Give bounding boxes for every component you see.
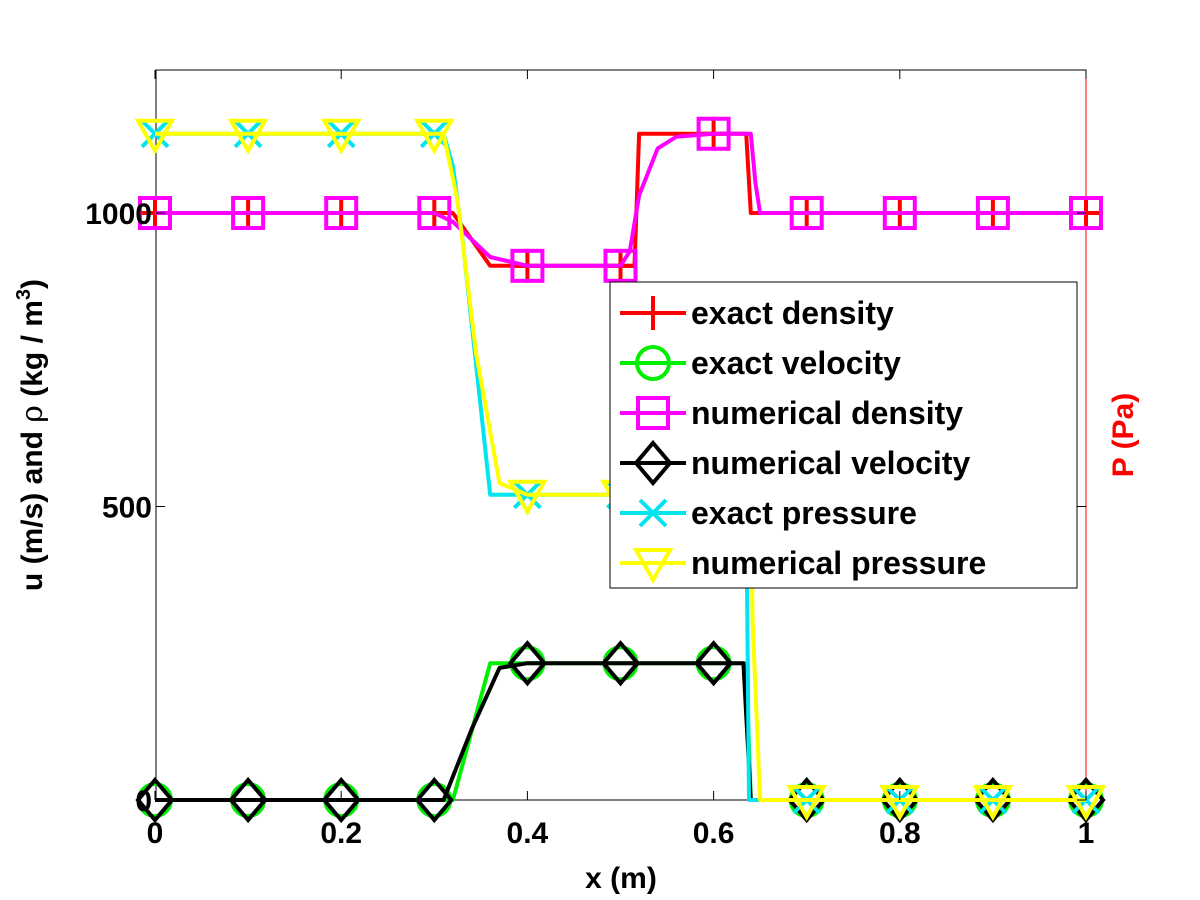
ticks-layer: 0 0.2 0.4 0.6 0.8 1 0 500 1000 [85,70,1094,850]
data-point-numerical-velocity [321,776,361,824]
y-tick-label: 0 [135,785,152,818]
legend-marker-numerical-pressure [632,548,674,585]
x-tick-label: 0.6 [693,817,735,850]
legend-marker-numerical-velocity [633,439,673,487]
data-point-numerical-density [231,196,266,230]
series-layer [134,116,1107,824]
y-axis-label-right: P (Pa) [1107,393,1140,477]
data-point-numerical-velocity [507,640,548,687]
data-point-numerical-velocity [135,776,175,824]
data-point-numerical-pressure [134,118,176,155]
legend-entry-exact-pressure: exact pressure [620,495,917,531]
legend-entry-numerical-velocity: numerical velocity [620,439,970,487]
legend-entry-exact-density: exact density [620,295,894,331]
x-tick-label: 0.2 [320,817,362,850]
y-axis-label-left: u (m/s) and ρ (kg / m3) [13,279,50,591]
data-point-numerical-density [882,196,917,230]
series-line-numerical-density [155,131,1086,268]
data-point-numerical-density [789,196,824,230]
data-point-numerical-pressure [413,118,455,155]
data-point-numerical-density [696,116,731,151]
legend: exact density exact velocity numerical den… [609,281,1078,589]
series-numerical-density [138,116,1103,283]
x-tick-label: 0.4 [507,817,549,850]
data-point-numerical-density [603,248,638,283]
data-point-numerical-density [324,196,359,230]
data-point-numerical-density [510,248,545,283]
legend-label-exact-velocity: exact velocity [691,345,901,381]
data-point-numerical-density [417,196,452,230]
legend-box [609,281,1078,589]
data-point-numerical-pressure [1065,785,1107,822]
data-point-numerical-pressure [506,479,548,516]
legend-marker-numerical-density [636,396,670,430]
x-tick-label: 1 [1078,817,1095,850]
data-point-numerical-velocity [693,640,734,687]
data-point-numerical-density [1069,196,1103,230]
legend-label-numerical-density: numerical density [691,395,963,431]
legend-marker-exact-velocity [635,345,671,381]
x-tick-label: 0.8 [879,817,921,850]
data-point-numerical-pressure [972,785,1014,822]
y-tick-label: 1000 [85,198,152,231]
legend-marker-exact-density [636,296,670,330]
data-point-numerical-velocity [414,776,454,824]
y-tick-label: 500 [102,492,152,525]
data-point-numerical-velocity [600,640,641,687]
legend-label-exact-density: exact density [691,295,894,331]
legend-label-exact-pressure: exact pressure [691,495,917,531]
legend-entry-numerical-density: numerical density [620,395,963,431]
legend-entry-numerical-pressure: numerical pressure [620,545,986,585]
legend-label-numerical-velocity: numerical velocity [691,445,970,481]
data-point-numerical-density [975,196,1010,230]
data-point-numerical-pressure [786,785,828,822]
legend-entry-exact-velocity: exact velocity [620,345,901,381]
data-point-numerical-pressure [879,785,921,822]
data-point-numerical-density [138,196,172,230]
data-point-numerical-pressure [227,118,269,155]
x-axis-label: x (m) [585,862,657,895]
data-point-numerical-pressure [320,118,362,155]
x-tick-label: 0 [147,817,164,850]
data-point-numerical-velocity [228,776,268,824]
legend-label-numerical-pressure: numerical pressure [691,545,986,581]
legend-marker-exact-pressure [638,498,668,528]
